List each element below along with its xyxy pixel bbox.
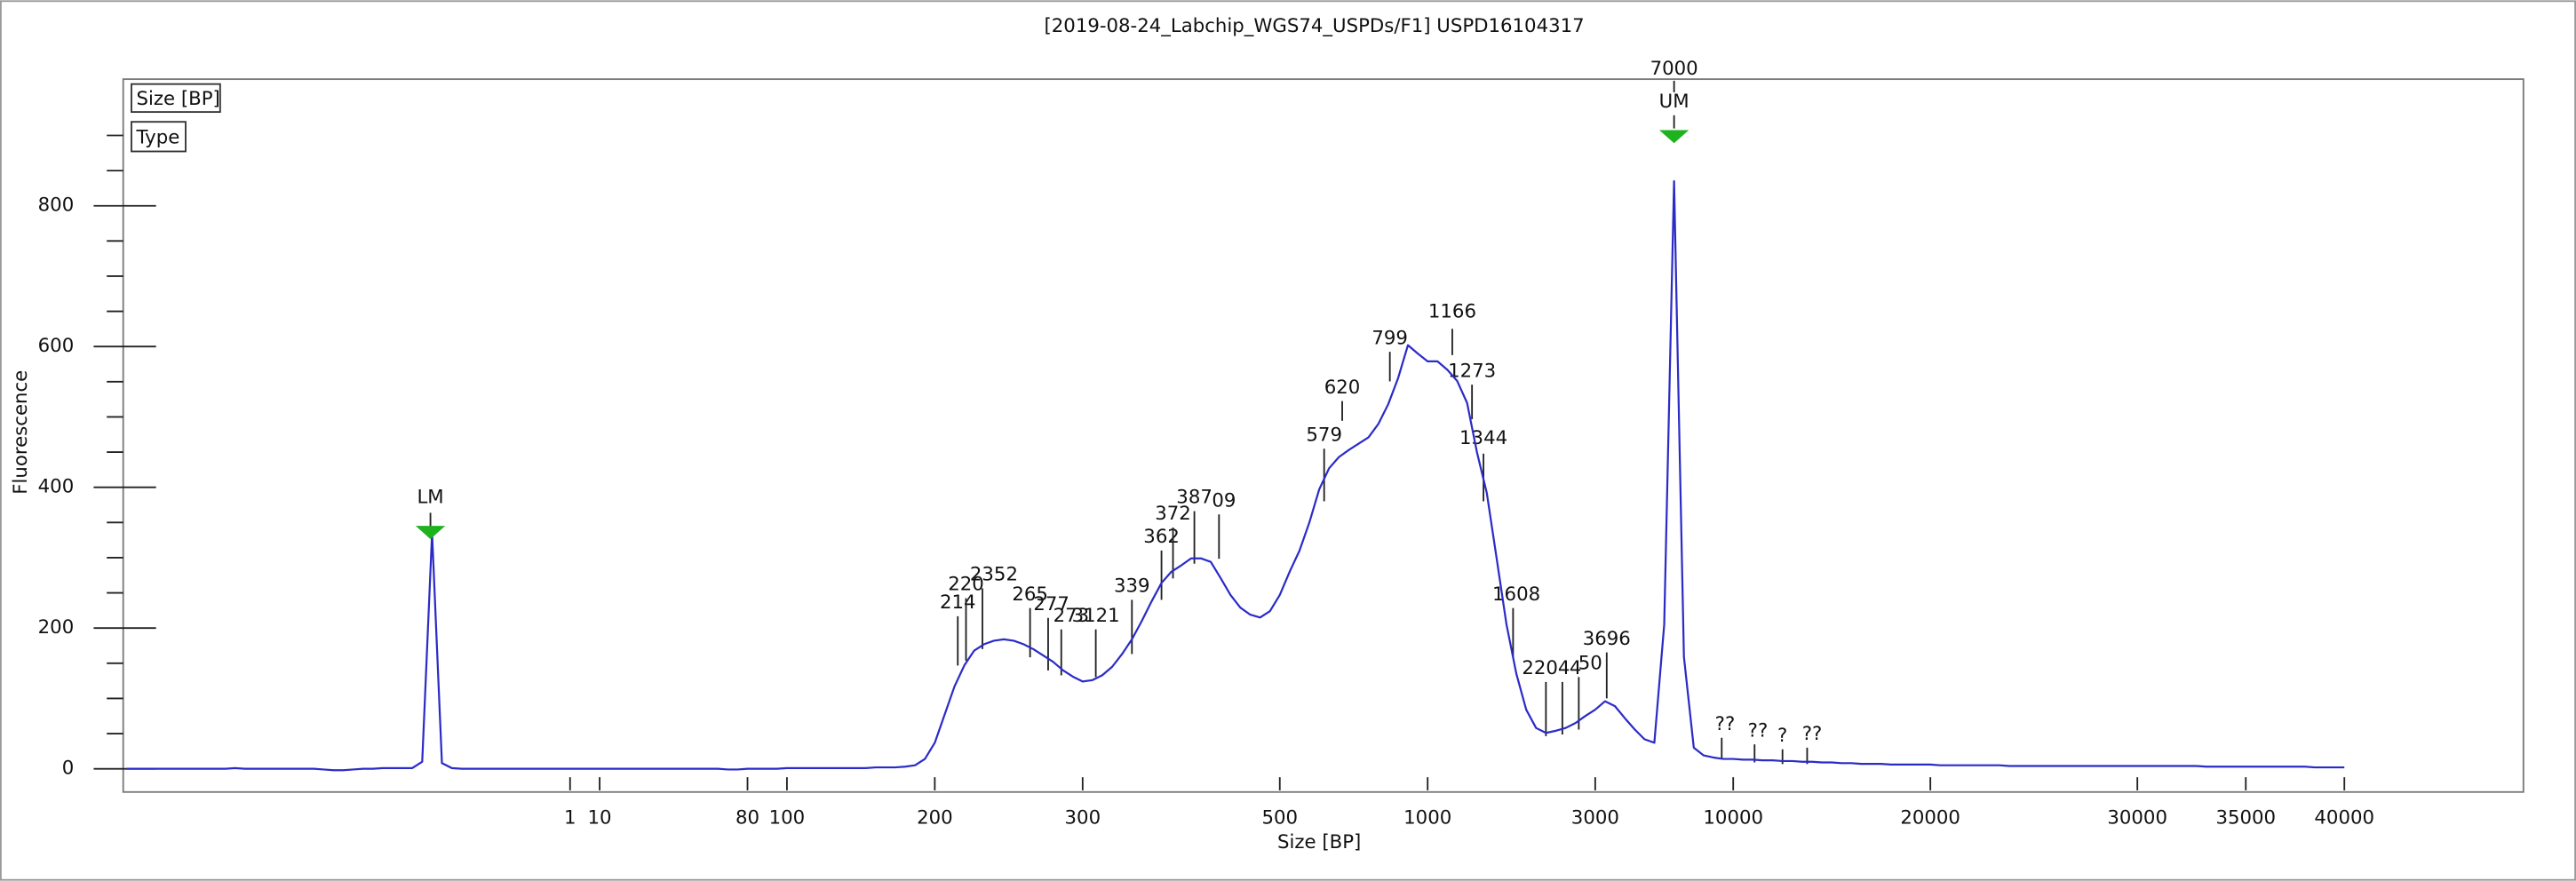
annotation: 273 bbox=[1053, 605, 1090, 627]
y-tick-label: 600 bbox=[38, 335, 75, 357]
x-tick-label: 30000 bbox=[2107, 806, 2167, 829]
x-tick-label: 35000 bbox=[2215, 806, 2276, 829]
annotation: 1344 bbox=[1459, 427, 1507, 449]
annotation: 7000 bbox=[1650, 58, 1698, 80]
marker-triangle bbox=[415, 526, 446, 539]
x-tick-label: 10 bbox=[588, 806, 612, 829]
x-tick-label: 300 bbox=[1065, 806, 1101, 829]
annotation: UM bbox=[1659, 91, 1690, 113]
x-tick-label: 3000 bbox=[1571, 806, 1619, 829]
annotation: 265 bbox=[1012, 583, 1048, 606]
annotation: ? bbox=[1777, 725, 1787, 747]
legend-box bbox=[131, 83, 221, 114]
x-tick-label: 200 bbox=[917, 806, 953, 829]
x-tick-label: 40000 bbox=[2314, 806, 2374, 829]
annotation: 372 bbox=[1155, 503, 1191, 525]
annotation: 339 bbox=[1114, 575, 1150, 598]
chart-title: [2019-08-24_Labchip_WGS74_USPDs/F1] USPD… bbox=[1044, 15, 1584, 37]
annotation: 362 bbox=[1143, 526, 1180, 548]
x-tick-label: 100 bbox=[769, 806, 806, 829]
marker-triangle bbox=[1658, 130, 1690, 144]
x-tick-label: 1000 bbox=[1403, 806, 1451, 829]
annotation: 799 bbox=[1371, 327, 1408, 349]
y-tick-label: 400 bbox=[38, 476, 75, 498]
annotation: 579 bbox=[1306, 424, 1342, 446]
x-tick-label: 80 bbox=[735, 806, 759, 829]
annotation: 2352 bbox=[970, 564, 1018, 586]
annotation: LM bbox=[417, 487, 443, 509]
plot-frame bbox=[122, 78, 2524, 793]
annotation: ?? bbox=[1715, 713, 1736, 735]
annotation: 2204 bbox=[1522, 657, 1570, 679]
trace bbox=[126, 179, 2345, 772]
x-tick-label: 20000 bbox=[1900, 806, 1960, 829]
annotation: ?? bbox=[1802, 723, 1823, 745]
annotation: ?? bbox=[1748, 719, 1769, 742]
x-axis-label: Size [BP] bbox=[1277, 831, 1361, 853]
legend-label: Size [BP] bbox=[137, 88, 220, 110]
annotation: 3121 bbox=[1072, 605, 1120, 627]
annotation: 3696 bbox=[1583, 628, 1631, 650]
y-tick-label: 200 bbox=[38, 616, 75, 639]
y-tick-label: 0 bbox=[62, 758, 75, 780]
y-axis-label: Fluorescence bbox=[10, 370, 32, 495]
x-tick-label: 10000 bbox=[1703, 806, 1763, 829]
annotation: 277 bbox=[1033, 593, 1069, 615]
x-tick-label: 500 bbox=[1261, 806, 1298, 829]
x-tick-label: 1 bbox=[564, 806, 576, 829]
annotation: 50 bbox=[1578, 653, 1602, 675]
annotation: 09 bbox=[1212, 489, 1236, 512]
annotation: 1166 bbox=[1428, 301, 1476, 323]
legend-label: Type bbox=[136, 127, 180, 149]
legend-box bbox=[131, 121, 187, 153]
annotation: 387 bbox=[1176, 487, 1212, 509]
annotation: 214 bbox=[940, 591, 976, 614]
y-tick-label: 800 bbox=[38, 194, 75, 217]
annotation: 4 bbox=[1570, 657, 1582, 679]
annotation: 1608 bbox=[1492, 583, 1540, 606]
annotation: 620 bbox=[1324, 377, 1361, 399]
annotation: 220 bbox=[948, 574, 984, 596]
